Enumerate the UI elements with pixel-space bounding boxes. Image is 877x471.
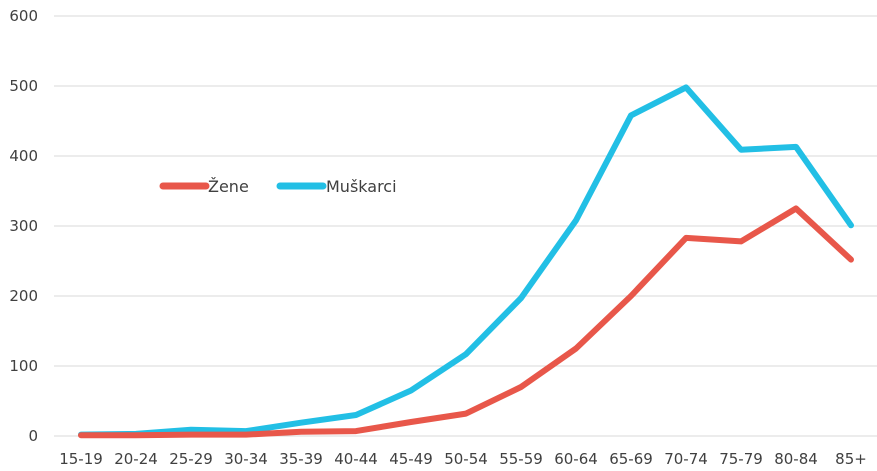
y-tick-label: 200: [9, 287, 38, 305]
x-tick-label: 85+: [835, 450, 867, 468]
legend-label-zene: Žene: [208, 177, 249, 196]
x-tick-label: 65-69: [609, 450, 653, 468]
gridlines: [54, 15, 877, 437]
x-tick-label: 75-79: [719, 450, 763, 468]
x-tick-label: 55-59: [499, 450, 543, 468]
x-tick-label: 60-64: [554, 450, 598, 468]
series-lines: [78, 84, 854, 439]
x-tick-label: 70-74: [664, 450, 708, 468]
legend: Žene Muškarci: [159, 177, 397, 196]
series-line-zene: [78, 205, 854, 439]
x-tick-label: 30-34: [224, 450, 268, 468]
y-tick-label: 400: [9, 147, 38, 165]
x-axis-tick-labels: 15-19 20-24 25-29 30-34 35-39 40-44 45-49 50-54…: [59, 450, 867, 468]
y-axis-tick-labels: 0 100 200 300 400 500 600: [9, 7, 38, 445]
x-tick-label: 20-24: [114, 450, 158, 468]
y-tick-label: 300: [9, 217, 38, 235]
x-tick-label: 40-44: [334, 450, 378, 468]
x-tick-label: 80-84: [774, 450, 818, 468]
y-tick-label: 0: [28, 427, 38, 445]
legend-label-muskarci: Muškarci: [326, 177, 397, 196]
y-tick-label: 100: [9, 357, 38, 375]
x-tick-label: 25-29: [169, 450, 213, 468]
x-tick-label: 50-54: [444, 450, 488, 468]
x-tick-label: 45-49: [389, 450, 433, 468]
y-tick-label: 600: [9, 7, 38, 25]
x-tick-label: 35-39: [279, 450, 323, 468]
y-tick-label: 500: [9, 77, 38, 95]
x-tick-label: 15-19: [59, 450, 103, 468]
series-line-muskarci: [78, 84, 854, 438]
